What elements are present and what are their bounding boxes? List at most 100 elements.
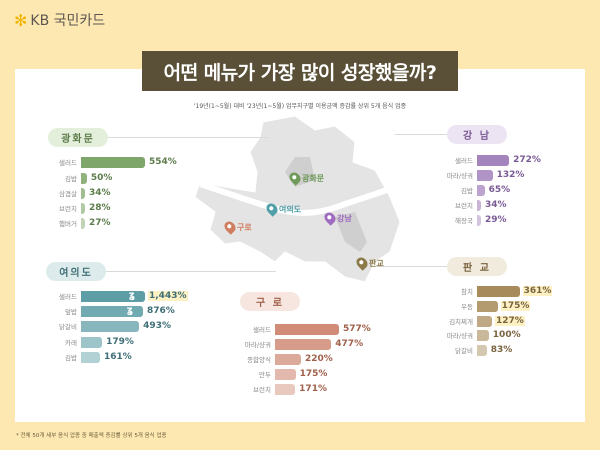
map-pin: 광화문 xyxy=(287,170,324,186)
han-river xyxy=(199,181,402,216)
bar-category-label: 샐러드 xyxy=(59,293,77,301)
region-label: 여의도 xyxy=(46,262,106,281)
bar-category-label: 닭갈비 xyxy=(59,323,77,331)
bar-row: 삼겹살 34% xyxy=(59,187,112,199)
page-title: 어떤 메뉴가 가장 많이 성장했을까? xyxy=(142,51,458,91)
footnote: * 전체 50개 세부 음식 업종 중 매출액 증감률 상위 5개 음식 업종 xyxy=(16,433,167,439)
map-pin: 여의도 xyxy=(264,201,302,217)
region-label: 강 남 xyxy=(447,125,507,144)
bar-row: 김밥 65% xyxy=(461,184,511,196)
axis-break-icon: ʓ xyxy=(128,289,135,301)
region-label: 광화문 xyxy=(48,128,108,147)
bar xyxy=(81,217,85,229)
bar xyxy=(477,344,487,356)
bar-value-label: 577% xyxy=(343,324,371,334)
logo-text: KB 국민카드 xyxy=(30,13,106,29)
bar xyxy=(81,172,87,184)
kb-star-icon: ✻ xyxy=(14,10,28,30)
connector-line xyxy=(106,271,276,272)
bar-value-label: 171% xyxy=(299,384,327,394)
bar-row: 닭갈비 493% xyxy=(59,320,172,332)
bar-value-label: 34% xyxy=(89,188,111,198)
bar xyxy=(477,315,492,327)
bar xyxy=(477,154,510,166)
bar-row: 닭갈비 83% xyxy=(455,344,513,356)
bar-value-label: 28% xyxy=(89,203,111,213)
bar-value-label: 876% xyxy=(147,306,175,316)
bar-value-label: 132% xyxy=(496,170,525,180)
bar-row: 샐러드 554% xyxy=(59,156,178,168)
bar-category-label: 햄버거 xyxy=(59,220,77,228)
bar-value-label: 477% xyxy=(335,339,364,349)
bar-value-label: 361% xyxy=(522,286,553,296)
bar-row: 샐러드 577% xyxy=(253,323,372,335)
bar-row: 마라/샹궈 100% xyxy=(447,329,522,341)
location-pin-icon xyxy=(354,255,370,271)
map-pin: 구로 xyxy=(222,219,252,235)
bar-row: 샐러드 ʓ 1,443% xyxy=(59,289,188,302)
bar-value-label: 34% xyxy=(485,200,507,210)
map-pin-label: 강남 xyxy=(337,213,352,223)
bar: ʓ xyxy=(81,289,145,302)
bar-row: 김밥 161% xyxy=(65,351,133,363)
bar-value-label: 220% xyxy=(304,354,333,364)
bar xyxy=(81,202,85,214)
bar-category-label: 만두 xyxy=(259,371,271,379)
gangnam-district xyxy=(335,212,367,252)
bar-category-label: 브런치 xyxy=(59,205,77,213)
bar-category-label: 마라/샹궈 xyxy=(446,172,473,180)
bar-category-label: 브런치 xyxy=(253,386,271,394)
bar-row: 브런치 171% xyxy=(253,383,328,395)
bar-value-label: 272% xyxy=(513,155,541,165)
bar-category-label: 참치 xyxy=(461,288,473,296)
bar xyxy=(477,329,489,341)
bar xyxy=(81,187,85,199)
bar xyxy=(275,353,301,365)
bar-value-label: 100% xyxy=(492,330,521,340)
bar xyxy=(477,285,520,297)
map-pin-label: 여의도 xyxy=(279,204,302,214)
bar-value-label: 50% xyxy=(90,173,113,183)
bar-row: 해장국 29% xyxy=(455,214,508,226)
bar-row: 카레 179% xyxy=(65,336,135,348)
bar-value-label: 161% xyxy=(103,352,132,362)
bar-row: 덮밥 ʓ 876% xyxy=(65,304,176,317)
bar-value-label: 65% xyxy=(488,185,511,195)
connector-line xyxy=(108,137,268,138)
map-pin: 강남 xyxy=(322,210,352,226)
bar-value-label: 1,443% xyxy=(148,291,188,301)
connector-line xyxy=(375,266,447,267)
bar-row: 김밥 50% xyxy=(65,172,113,184)
bar xyxy=(477,169,493,181)
map-pin-label: 판교 xyxy=(369,258,384,268)
map-pin-label: 구로 xyxy=(237,222,252,232)
bar-row: 만두 175% xyxy=(259,368,328,380)
bar-value-label: 83% xyxy=(490,345,513,355)
bar-value-label: 554% xyxy=(149,157,177,167)
bar xyxy=(81,156,145,168)
map-pin: 판교 xyxy=(354,255,384,271)
axis-break-icon: ʓ xyxy=(126,304,133,316)
bar xyxy=(81,336,103,348)
bar-value-label: 29% xyxy=(485,215,507,225)
bar xyxy=(275,338,332,350)
bar-row: 참치 361% xyxy=(461,285,553,297)
bar-row: 우동 175% xyxy=(461,300,531,312)
bar-category-label: 닭갈비 xyxy=(455,347,473,355)
bar-value-label: 127% xyxy=(494,316,525,326)
location-pin-icon xyxy=(322,210,338,226)
bar-category-label: 덮밥 xyxy=(65,308,77,316)
subtitle: '19년(1~5월) 대비 '23년(1~5월) 업무지구별 이용금액 증감률 … xyxy=(193,103,407,110)
bar-category-label: 김밥 xyxy=(461,187,473,195)
region-label: 구 로 xyxy=(240,292,300,311)
bar-value-label: 179% xyxy=(106,337,134,347)
bar xyxy=(275,323,339,335)
bar-row: 마라/샹궈 477% xyxy=(245,338,364,350)
bar-category-label: 샐러드 xyxy=(59,159,77,167)
bar xyxy=(477,184,485,196)
bar xyxy=(477,214,481,226)
bar-row: 샐러드 272% xyxy=(455,154,542,166)
bar xyxy=(81,351,100,363)
bar xyxy=(477,199,481,211)
connector-line xyxy=(395,134,447,135)
